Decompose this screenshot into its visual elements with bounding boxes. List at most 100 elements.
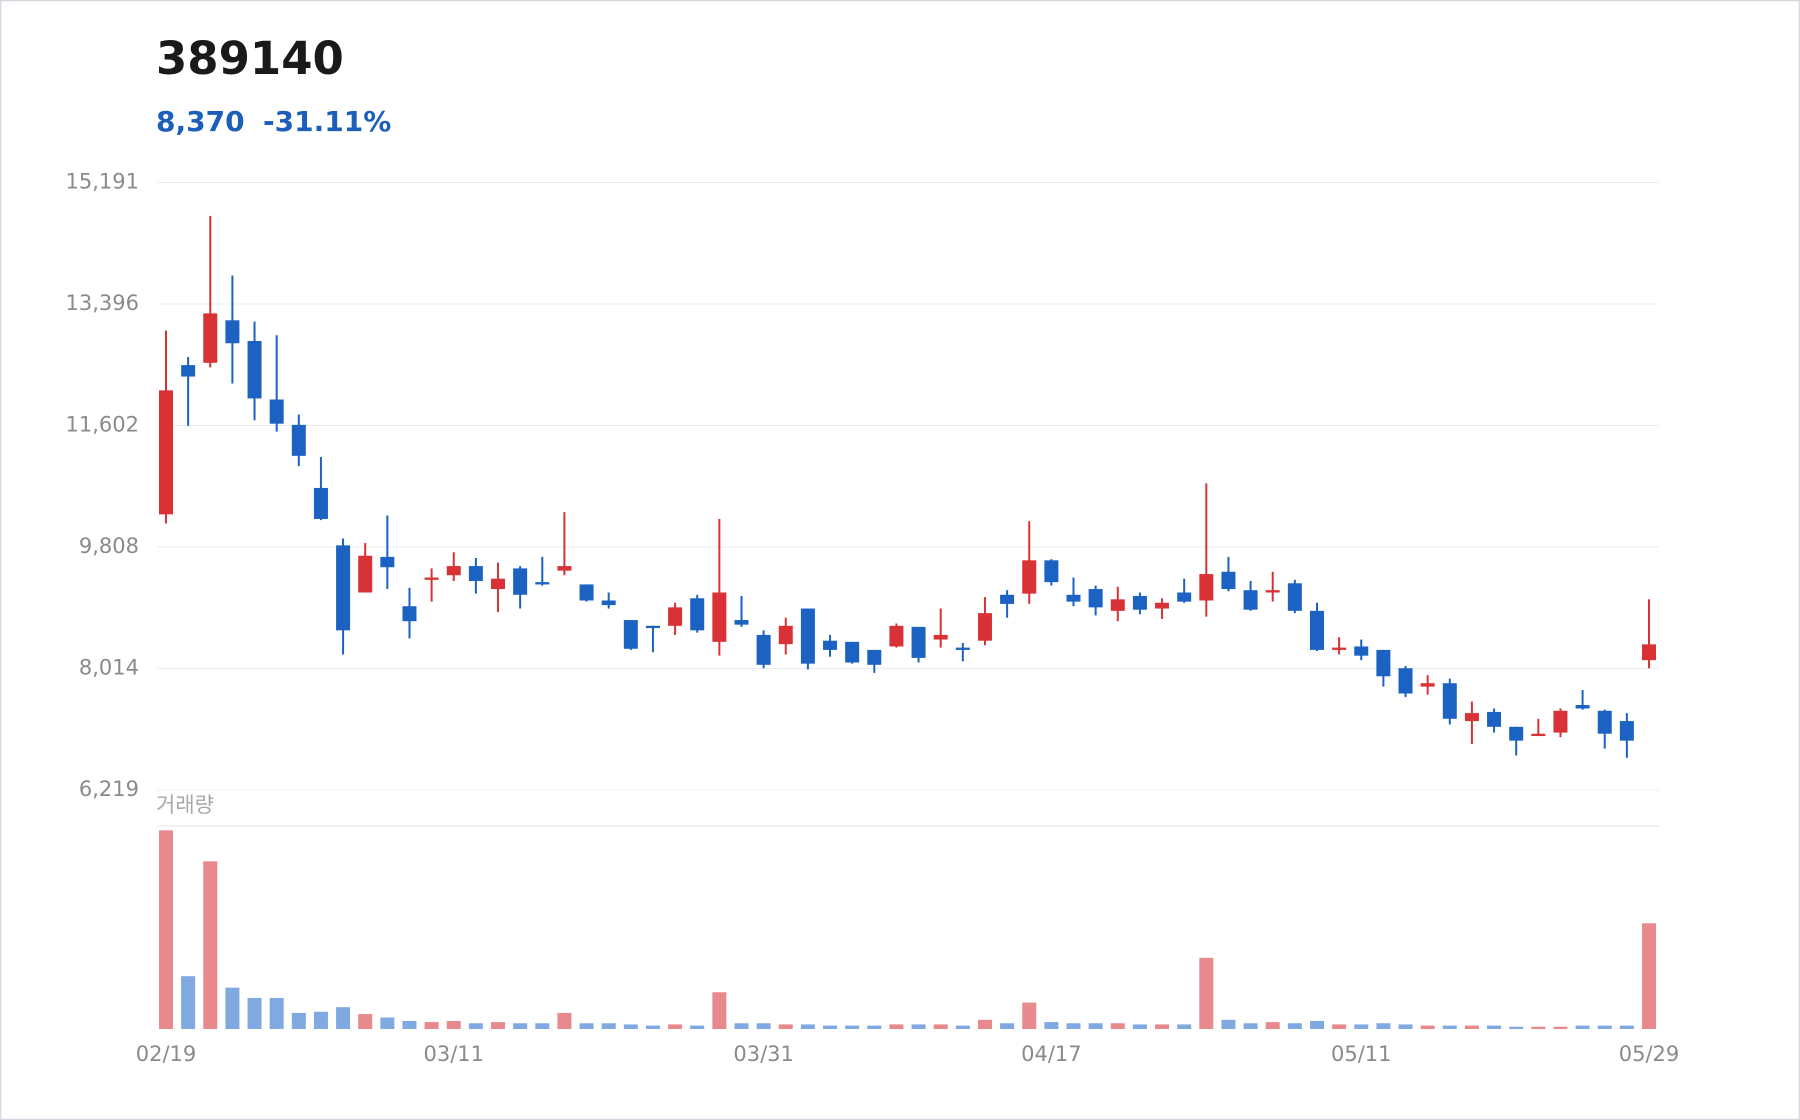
y-tick-label: 9,808	[79, 534, 139, 558]
candle-body	[1110, 599, 1125, 611]
volume-bar	[1000, 1023, 1015, 1029]
volume-bar	[690, 1025, 705, 1029]
volume-bar	[491, 1022, 506, 1029]
volume-bar	[1509, 1026, 1524, 1029]
candle-body	[1088, 589, 1103, 608]
y-tick-label: 11,602	[66, 413, 139, 437]
candle-body	[1243, 590, 1258, 610]
x-tick-label: 03/11	[423, 1042, 484, 1066]
volume-bar	[1132, 1024, 1147, 1029]
candle-body	[778, 625, 793, 645]
volume-bar	[778, 1024, 793, 1029]
candle-body	[1066, 594, 1081, 602]
candle-body	[1509, 726, 1524, 741]
y-tick-label: 6,219	[79, 777, 139, 801]
volume-bar	[1442, 1025, 1457, 1029]
candle-body	[336, 545, 351, 631]
volume-bar	[579, 1023, 594, 1029]
volume-bar	[1464, 1025, 1479, 1029]
candle-body	[867, 649, 882, 665]
candle-body	[181, 365, 196, 377]
candle-body	[1553, 710, 1568, 733]
candle-body	[446, 566, 461, 576]
candle-body	[1199, 574, 1214, 601]
candle-body	[424, 577, 439, 580]
candle-body	[623, 620, 638, 649]
volume-bar	[623, 1024, 638, 1029]
candle-body	[380, 556, 395, 568]
candle-body	[269, 399, 284, 424]
candle-body	[1044, 560, 1059, 583]
volume-bar	[424, 1022, 439, 1029]
candle-body	[225, 320, 240, 344]
x-tick-label: 05/11	[1331, 1042, 1392, 1066]
candle-body	[1597, 710, 1612, 734]
candle-body	[513, 568, 528, 595]
volume-bar	[380, 1017, 395, 1029]
candle-body	[313, 487, 328, 519]
volume-bar	[1022, 1002, 1037, 1029]
candle-body	[823, 640, 838, 650]
volume-bar	[1066, 1023, 1081, 1029]
candle-body	[1265, 590, 1280, 593]
volume-bar	[712, 992, 727, 1029]
volume-bar	[203, 861, 218, 1029]
volume-bar	[1420, 1025, 1435, 1029]
candle-body	[845, 641, 860, 663]
candle-body	[756, 634, 771, 665]
volume-bar	[402, 1020, 417, 1029]
candle-body	[977, 613, 992, 641]
volume-bar	[955, 1025, 970, 1029]
volume-bar	[1177, 1024, 1192, 1029]
volume-bar	[645, 1025, 660, 1029]
candle-body	[668, 607, 683, 626]
candle-body	[358, 555, 373, 593]
candle-body	[889, 625, 904, 647]
candle-body	[1287, 583, 1302, 611]
volume-bar	[468, 1023, 483, 1029]
volume-bar	[446, 1020, 461, 1029]
candle-body	[955, 647, 970, 650]
volume-bar	[1221, 1019, 1236, 1029]
volume-bar	[159, 830, 173, 1029]
y-tick-label: 15,191	[66, 170, 139, 194]
volume-bar	[336, 1007, 351, 1029]
volume-bar	[1044, 1022, 1059, 1029]
candle-body	[1022, 560, 1037, 594]
candle-body	[159, 390, 173, 515]
candle-body	[1575, 705, 1590, 709]
volume-bar	[1265, 1022, 1280, 1029]
volume-bar	[1531, 1026, 1546, 1029]
volume-bar	[1155, 1024, 1170, 1029]
volume-bar	[601, 1023, 616, 1029]
candle-body	[1309, 610, 1324, 650]
x-tick-label: 03/31	[733, 1042, 794, 1066]
volume-bar	[867, 1025, 882, 1029]
candle-body	[1642, 644, 1656, 661]
candle-body	[1221, 571, 1236, 590]
volume-bar	[225, 987, 240, 1029]
volume-bar	[668, 1024, 683, 1029]
candle-body	[1442, 683, 1457, 719]
candle-body	[601, 600, 616, 606]
volume-bar	[291, 1012, 306, 1029]
candle-body	[1619, 721, 1634, 741]
candle-body	[535, 582, 550, 585]
candle-body	[712, 592, 727, 642]
candle-body	[1398, 668, 1413, 694]
volume-bar	[557, 1012, 572, 1029]
candle-body	[690, 598, 705, 631]
candle-body	[557, 566, 572, 571]
volume-bar	[181, 976, 196, 1029]
chart-title: 389140	[156, 32, 344, 85]
candle-body	[402, 606, 417, 622]
price: 8,370	[156, 105, 245, 138]
volume-bar	[1332, 1024, 1347, 1029]
volume-bar	[1354, 1024, 1369, 1029]
candle-body	[1000, 594, 1015, 604]
volume-bar	[1309, 1020, 1324, 1029]
candle-body	[645, 625, 660, 629]
